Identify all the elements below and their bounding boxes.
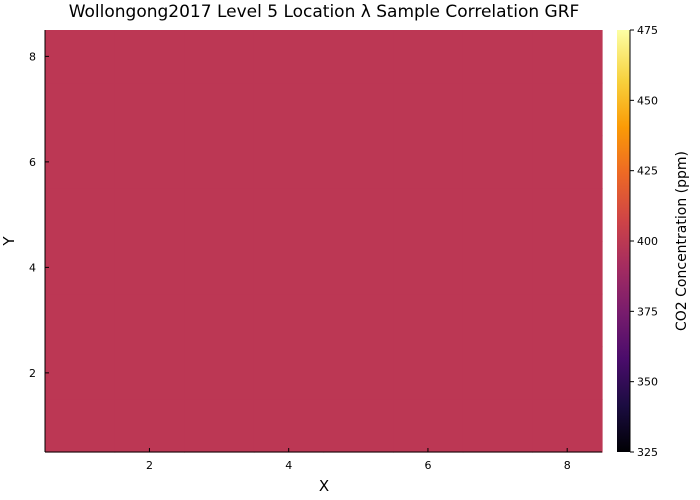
heatmap-cell xyxy=(532,30,603,84)
heatmap-cell xyxy=(393,399,464,453)
colorbar xyxy=(617,30,630,452)
heatmap-cell xyxy=(114,241,185,295)
heatmap-cell xyxy=(532,399,603,453)
heatmap-cell xyxy=(253,346,325,400)
heatmap-cell xyxy=(253,135,325,189)
heatmap-cell xyxy=(462,346,533,400)
heatmap-cell xyxy=(253,188,325,242)
heatmap-cell xyxy=(532,135,603,189)
heatmap-cell xyxy=(323,30,394,84)
heatmap-cell xyxy=(323,399,394,453)
heatmap-cell xyxy=(393,135,464,189)
heatmap-cell xyxy=(393,30,464,84)
heatmap-cell xyxy=(532,82,603,137)
heatmap-cell xyxy=(45,346,116,400)
heatmap-cell xyxy=(532,188,603,242)
heatmap-cell xyxy=(253,30,325,84)
heatmap-cell xyxy=(462,135,533,189)
x-tick-label: 2 xyxy=(146,459,153,472)
heatmap-cell xyxy=(45,293,116,348)
heatmap-cell xyxy=(253,82,325,137)
heatmap-cell xyxy=(114,293,185,348)
y-ticks: 2 4 6 8 xyxy=(29,50,49,380)
heatmap-cell xyxy=(323,241,394,295)
heatmap-cell xyxy=(532,241,603,295)
heatmap-cell xyxy=(253,399,325,453)
heatmap-cell xyxy=(45,188,116,242)
heatmap-cell xyxy=(462,293,533,348)
heatmap-cell xyxy=(184,82,255,137)
heatmap-cell xyxy=(323,346,394,400)
heatmap-cells xyxy=(45,30,603,453)
colorbar-tick-label: 425 xyxy=(637,165,658,178)
x-tick-label: 6 xyxy=(424,459,431,472)
heatmap-cell xyxy=(114,346,185,400)
y-tick-label: 6 xyxy=(29,156,36,169)
y-axis-label: Y xyxy=(0,236,18,247)
heatmap-cell xyxy=(323,82,394,137)
heatmap-cell xyxy=(253,241,325,295)
heatmap-cell xyxy=(114,82,185,137)
heatmap-cell xyxy=(323,188,394,242)
heatmap-cell xyxy=(184,241,255,295)
heatmap-cell xyxy=(323,135,394,189)
x-ticks: 2 4 6 8 xyxy=(146,448,571,472)
colorbar-tick-label: 350 xyxy=(637,376,658,389)
x-axis-label: X xyxy=(319,477,329,495)
colorbar-tick-label: 400 xyxy=(637,235,658,248)
x-tick-label: 8 xyxy=(564,459,571,472)
heatmap-cell xyxy=(184,346,255,400)
axes xyxy=(44,30,602,453)
heatmap-cell xyxy=(114,30,185,84)
colorbar-tick-label: 325 xyxy=(637,446,658,459)
y-tick-label: 2 xyxy=(29,367,36,380)
heatmap-cell xyxy=(393,293,464,348)
heatmap-cell xyxy=(184,399,255,453)
heatmap-cell xyxy=(45,30,116,84)
heatmap-cell xyxy=(462,30,533,84)
heatmap-cell xyxy=(184,135,255,189)
heatmap-cell xyxy=(462,188,533,242)
heatmap-cell xyxy=(462,82,533,137)
heatmap-cell xyxy=(114,399,185,453)
heatmap-cell xyxy=(393,346,464,400)
heatmap-cell xyxy=(45,135,116,189)
colorbar-tick-label: 375 xyxy=(637,305,658,318)
heatmap-cell xyxy=(45,241,116,295)
y-tick-label: 8 xyxy=(29,50,36,63)
colorbar-label: CO2 Concentration (ppm) xyxy=(674,151,690,331)
y-tick-label: 4 xyxy=(29,261,36,274)
colorbar-tick-label: 475 xyxy=(637,24,658,37)
colorbar-ticks: 325 350 375 400 425 450 475 xyxy=(630,24,658,459)
heatmap-cell xyxy=(45,399,116,453)
heatmap-cell xyxy=(323,293,394,348)
heatmap-cell xyxy=(184,293,255,348)
heatmap-cell xyxy=(184,30,255,84)
heatmap-cell xyxy=(393,82,464,137)
heatmap-cell xyxy=(393,241,464,295)
heatmap-cell xyxy=(184,188,255,242)
heatmap-cell xyxy=(45,82,116,137)
chart-title: Wollongong2017 Level 5 Location λ Sample… xyxy=(69,2,580,22)
heatmap-cell xyxy=(532,346,603,400)
heatmap-cell xyxy=(114,135,185,189)
heatmap-cell xyxy=(532,293,603,348)
heatmap-cell xyxy=(462,399,533,453)
x-tick-label: 4 xyxy=(285,459,292,472)
heatmap-cell xyxy=(393,188,464,242)
heatmap-cell xyxy=(114,188,185,242)
colorbar-tick-label: 450 xyxy=(637,94,658,107)
heatmap-cell xyxy=(462,241,533,295)
heatmap-cell xyxy=(253,293,325,348)
